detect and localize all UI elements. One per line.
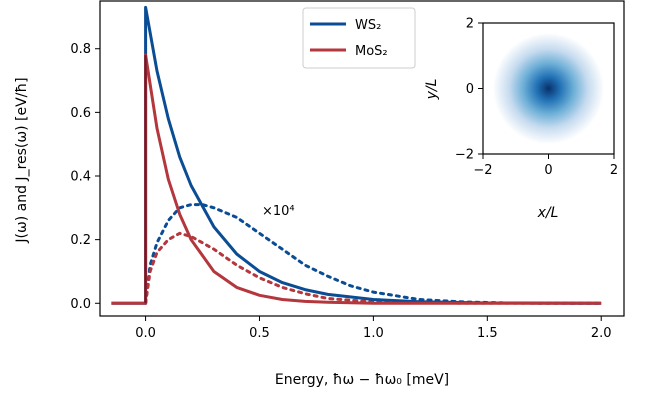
inset-ticks-group: −2 0 2 −2 0 2: [455, 17, 618, 179]
main-series-group: [111, 5, 603, 305]
x-tick-label: 0.0: [135, 326, 156, 341]
inset-y-tick-label: 0: [466, 82, 474, 97]
x-tick-label: 1.0: [363, 326, 384, 341]
y-tick-label: 0.2: [70, 233, 91, 248]
series-line-2: [144, 203, 603, 305]
scale-annotation: ×10⁴: [262, 204, 295, 219]
inset-heatmap-image: [483, 23, 614, 154]
inset-x-tick-label: −2: [473, 163, 492, 178]
inset-x-label: x/L: [537, 205, 559, 221]
x-tick-label: 0.5: [249, 326, 270, 341]
y-tick-label: 0.6: [70, 106, 91, 121]
y-tick-label: 0.0: [70, 297, 91, 312]
x-tick-label: 1.5: [477, 326, 498, 341]
legend: WS₂ MoS₂: [302, 7, 416, 69]
x-axis-label: Energy, ħω − ħω₀ [meV]: [275, 372, 449, 388]
y-tick-label: 0.4: [70, 170, 91, 185]
inset-x-tick-label: 2: [610, 163, 618, 178]
legend-label-ws2: WS₂: [355, 18, 381, 33]
y-tick-label: 0.8: [70, 42, 91, 57]
y-axis-label: J(ω) and J_res(ω) [eV/ħ]: [14, 77, 30, 243]
legend-box: [302, 7, 416, 69]
x-tick-label: 2.0: [591, 326, 612, 341]
inset-heatmap: −2 0 2 −2 0 2 x/L y/L: [424, 17, 618, 222]
inset-y-tick-label: 2: [466, 17, 474, 32]
legend-label-mos2: MoS₂: [355, 44, 388, 59]
inset-y-label: y/L: [424, 79, 440, 101]
inset-y-tick-label: −2: [455, 148, 474, 163]
inset-x-tick-label: 0: [544, 163, 552, 178]
main-ticks-group: 0.0 0.5 1.0 1.5 2.0 0.0 0.2 0.4 0.6 0.8: [70, 42, 611, 341]
